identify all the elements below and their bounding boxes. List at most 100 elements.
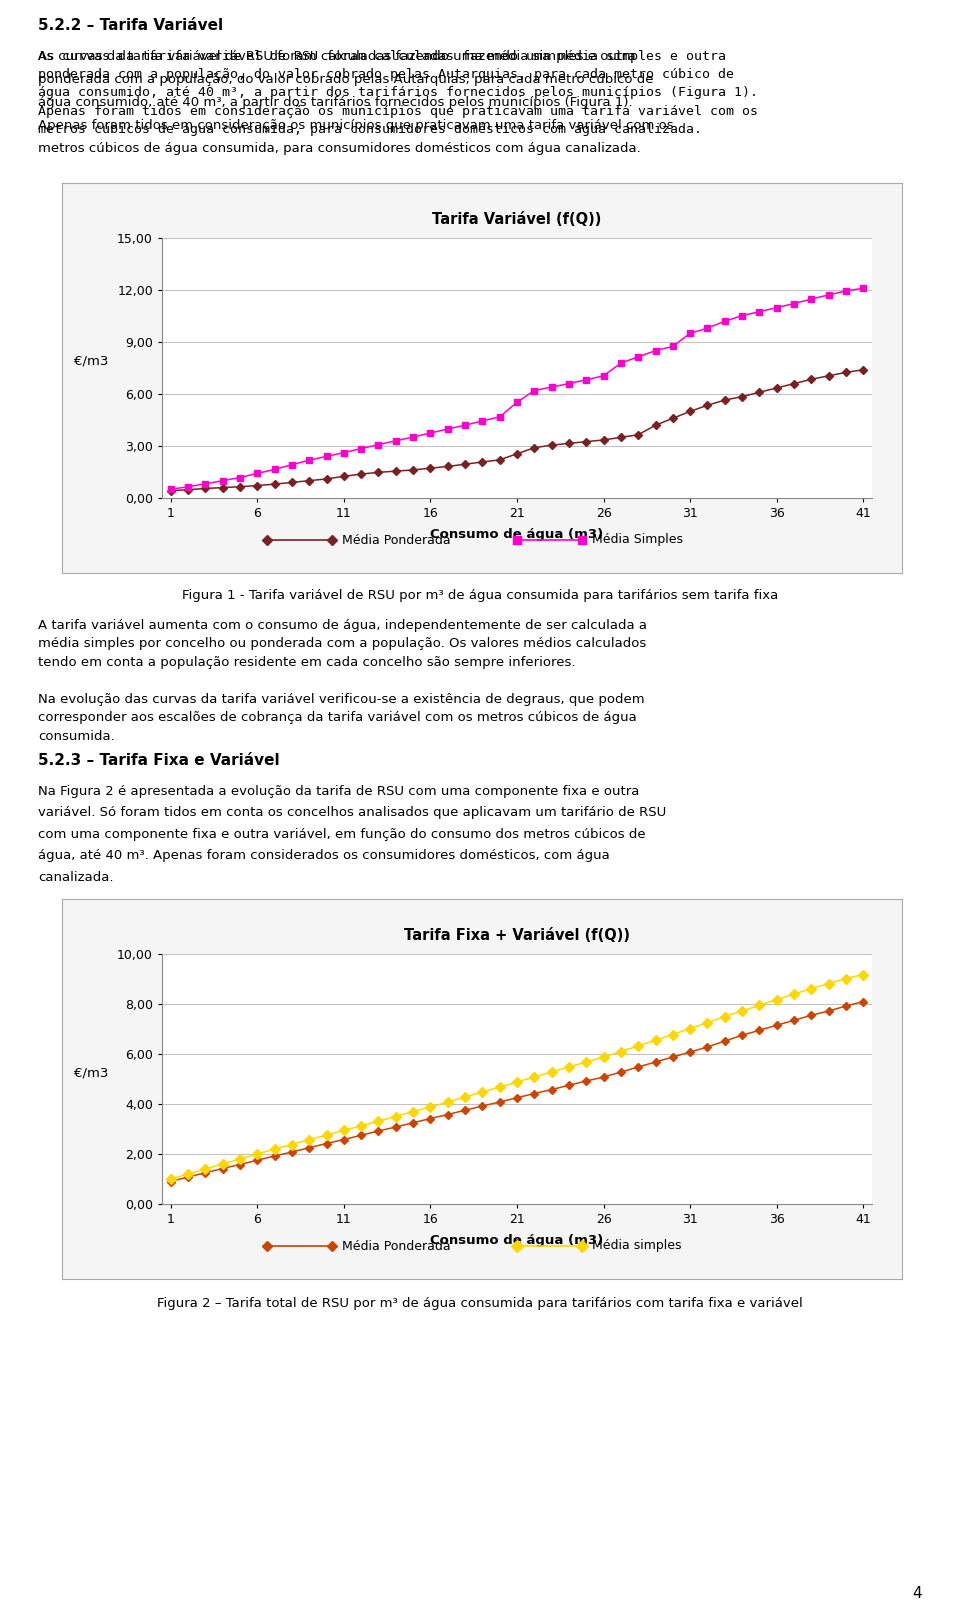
Text: metros cúbicos de água consumida, para consumidores domésticos com água canaliza: metros cúbicos de água consumida, para c…: [38, 143, 640, 156]
Média Ponderada: [459, 1100, 470, 1119]
Line: Média simples: Média simples: [167, 972, 867, 1182]
Média Simples: [200, 474, 211, 493]
Média simples: [442, 1092, 453, 1111]
Média Ponderada: [182, 480, 194, 500]
Média Ponderada: [512, 1088, 523, 1108]
Média Ponderada: [615, 428, 627, 448]
Text: água, até 40 m³. Apenas foram considerados os consumidores domésticos, com água: água, até 40 m³. Apenas foram considerad…: [38, 850, 610, 863]
Média Ponderada: [372, 1121, 384, 1140]
Média simples: [719, 1007, 731, 1027]
Média Ponderada: [598, 1067, 610, 1087]
Média Ponderada: [200, 478, 211, 498]
Média Simples: [459, 415, 470, 435]
Média Ponderada: [424, 459, 436, 478]
Média Ponderada: [633, 425, 644, 444]
Média Ponderada: [736, 388, 748, 407]
Média Ponderada: [684, 1043, 696, 1062]
Y-axis label: €/m3: €/m3: [74, 355, 108, 368]
Média Simples: [615, 354, 627, 373]
Média Ponderada: [252, 475, 263, 495]
Média simples: [598, 1048, 610, 1067]
Text: As curvas da tarifa variável de RSU foram calculadas fazendo uma média simples e: As curvas da tarifa variável de RSU fora…: [38, 50, 636, 63]
Média simples: [200, 1160, 211, 1179]
Média simples: [269, 1139, 280, 1158]
Média Ponderada: [771, 1015, 782, 1035]
Média Ponderada: [857, 991, 869, 1011]
Média simples: [252, 1144, 263, 1163]
Line: Média Ponderada: Média Ponderada: [168, 367, 866, 493]
Média simples: [182, 1165, 194, 1184]
Média Ponderada: [494, 451, 506, 470]
Média Ponderada: [546, 1080, 558, 1100]
Média simples: [564, 1058, 575, 1077]
Text: média simples por concelho ou ponderada com a população. Os valores médios calcu: média simples por concelho ou ponderada …: [38, 637, 646, 650]
Média simples: [165, 1169, 177, 1189]
Média simples: [667, 1025, 679, 1045]
Média Simples: [719, 311, 731, 331]
Média Ponderada: [581, 431, 592, 451]
Média Simples: [372, 435, 384, 454]
Média simples: [476, 1082, 488, 1101]
Média Ponderada: [407, 461, 419, 480]
Média Ponderada: [269, 474, 280, 493]
Média Ponderada: [424, 1109, 436, 1129]
Média simples: [494, 1077, 506, 1096]
Média Ponderada: [355, 1126, 367, 1145]
Média Simples: [581, 370, 592, 389]
Média Simples: [512, 393, 523, 412]
Text: consumida.: consumida.: [38, 730, 115, 743]
Média Ponderada: [529, 1083, 540, 1103]
Média simples: [581, 1053, 592, 1072]
Média Simples: [390, 431, 401, 451]
Média Ponderada: [182, 1168, 194, 1187]
Média simples: [390, 1106, 401, 1126]
Média simples: [754, 996, 765, 1015]
Média Ponderada: [581, 1071, 592, 1090]
Média simples: [372, 1111, 384, 1131]
Média Ponderada: [234, 477, 246, 496]
Text: 5.2.3 – Tarifa Fixa e Variável: 5.2.3 – Tarifa Fixa e Variável: [38, 753, 279, 767]
Média Ponderada: [633, 1058, 644, 1077]
Média Ponderada: [390, 1118, 401, 1137]
Média Ponderada: [719, 391, 731, 410]
Text: variável. Só foram tidos em conta os concelhos analisados que aplicavam um tarif: variável. Só foram tidos em conta os con…: [38, 806, 666, 819]
Text: Média simples: Média simples: [592, 1239, 682, 1252]
Média Ponderada: [805, 1006, 817, 1025]
Text: Média Ponderada: Média Ponderada: [342, 534, 450, 547]
Title: Tarifa Fixa + Variável (f(Q)): Tarifa Fixa + Variável (f(Q)): [404, 928, 630, 942]
Média Ponderada: [512, 444, 523, 464]
Média Ponderada: [476, 1096, 488, 1116]
Média Simples: [269, 459, 280, 478]
Média simples: [633, 1036, 644, 1056]
Média Ponderada: [702, 396, 713, 415]
Text: corresponder aos escalões de cobrança da tarifa variável com os metros cúbicos d: corresponder aos escalões de cobrança da…: [38, 712, 636, 725]
Média Ponderada: [529, 438, 540, 457]
Média Ponderada: [788, 373, 800, 393]
Média Ponderada: [355, 464, 367, 483]
Média Simples: [424, 423, 436, 443]
Média Ponderada: [667, 409, 679, 428]
Média Ponderada: [702, 1036, 713, 1056]
Média Ponderada: [788, 1011, 800, 1030]
Média Simples: [598, 367, 610, 386]
Média simples: [857, 965, 869, 985]
Line: Média Ponderada: Média Ponderada: [168, 999, 866, 1184]
Média simples: [321, 1126, 332, 1145]
Média simples: [234, 1150, 246, 1169]
Média simples: [840, 968, 852, 988]
Média simples: [615, 1041, 627, 1061]
Média Ponderada: [476, 453, 488, 472]
Média simples: [771, 989, 782, 1009]
Média simples: [546, 1062, 558, 1082]
Text: Apenas foram tidos em consideração os municípios que praticavam uma tarifa variá: Apenas foram tidos em consideração os mu…: [38, 118, 674, 131]
Line: Média Simples: Média Simples: [167, 285, 867, 493]
Text: canalizada.: canalizada.: [38, 871, 113, 884]
Média Ponderada: [286, 1142, 298, 1161]
Média Simples: [234, 467, 246, 487]
Média Simples: [650, 341, 661, 360]
Média Ponderada: [823, 367, 834, 386]
Média Ponderada: [564, 433, 575, 453]
Média Ponderada: [667, 1048, 679, 1067]
Média Ponderada: [805, 370, 817, 389]
Média simples: [459, 1087, 470, 1106]
